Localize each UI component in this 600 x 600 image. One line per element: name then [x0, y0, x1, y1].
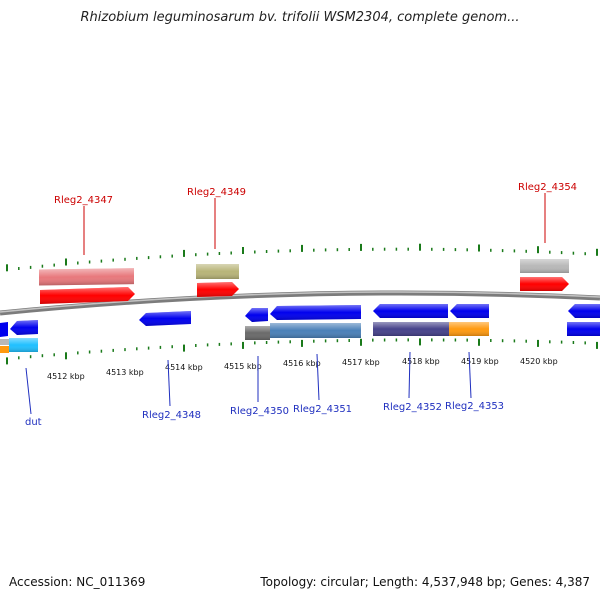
gene-grey-left[interactable]: [0, 339, 9, 345]
map-title: Rhizobium leguminosarum bv. trifolii WSM…: [80, 10, 520, 25]
tick-label-4520: 4520 kbp: [520, 357, 558, 366]
label-rleg2-4348[interactable]: Rleg2_4348: [142, 410, 201, 421]
outer-tick-row: [6, 243, 598, 272]
genome-backbone: [0, 290, 600, 316]
bottom-leader-lines: [25, 351, 472, 415]
tick-label-4518: 4518 kbp: [402, 357, 440, 366]
label-rleg2-4347[interactable]: Rleg2_4347: [54, 195, 113, 206]
label-rleg2-4351[interactable]: Rleg2_4351: [293, 404, 352, 415]
tick-label-4517: 4517 kbp: [342, 358, 380, 367]
accession-text: Accession: NC_011369: [9, 575, 146, 589]
label-rleg2-4353[interactable]: Rleg2_4353: [445, 401, 504, 412]
tick-label-4515: 4515 kbp: [224, 362, 262, 371]
label-rleg2-4352[interactable]: Rleg2_4352: [383, 402, 442, 413]
top-leader-lines: [83, 193, 546, 255]
tick-label-4516: 4516 kbp: [283, 359, 321, 368]
gene-orange-left[interactable]: [0, 346, 9, 353]
inner-tick-row: [6, 338, 598, 365]
label-dut[interactable]: dut: [25, 417, 42, 428]
label-rleg2-4350[interactable]: Rleg2_4350: [230, 406, 289, 417]
label-rleg2-4354[interactable]: Rleg2_4354: [518, 182, 577, 193]
tick-label-4519: 4519 kbp: [461, 357, 499, 366]
tick-label-4512: 4512 kbp: [47, 372, 85, 381]
topology-summary: Topology: circular; Length: 4,537,948 bp…: [260, 575, 590, 589]
tick-label-4513: 4513 kbp: [106, 368, 144, 377]
tick-label-4514: 4514 kbp: [165, 363, 203, 372]
gene-blue-left-edge[interactable]: [0, 322, 8, 337]
label-rleg2-4349[interactable]: Rleg2_4349: [187, 187, 246, 198]
